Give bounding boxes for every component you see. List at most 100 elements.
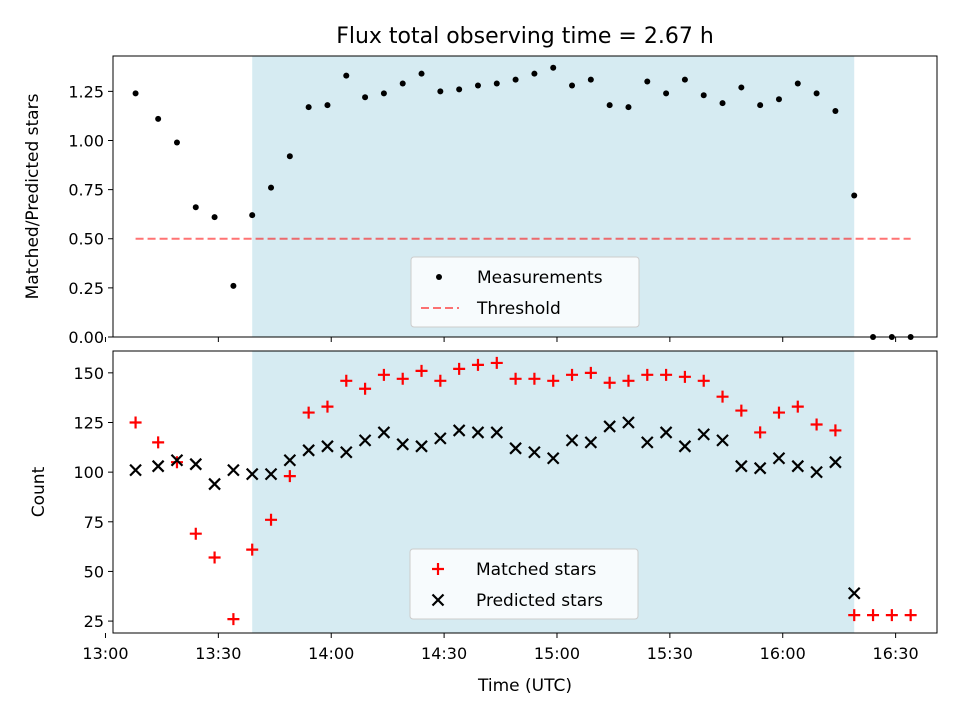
matched-star-point: [396, 372, 409, 385]
measurement-point: [155, 115, 162, 122]
matched-star-point: [189, 527, 202, 540]
y-tick-label: 0.50: [68, 230, 104, 249]
measurement-point: [644, 78, 651, 85]
matched-star-point: [678, 370, 691, 383]
measurement-point: [456, 86, 463, 93]
matched-star-point: [453, 362, 466, 375]
predicted-star-point: [302, 444, 315, 457]
matched-star-point: [359, 382, 372, 395]
predicted-star-point: [434, 432, 447, 445]
matched-star-point: [660, 368, 673, 381]
predicted-star-point: [546, 451, 560, 465]
predicted-star-point: [622, 416, 635, 429]
matched-star-point: [735, 404, 748, 417]
measurement-point: [794, 80, 801, 87]
measurement-point: [681, 76, 688, 83]
measurement-point: [606, 102, 613, 109]
matched-star-point: [528, 372, 541, 385]
measurement-point: [738, 84, 745, 91]
predicted-star-point: [829, 455, 842, 469]
matched-star-point: [754, 426, 767, 439]
measurement-point: [418, 70, 425, 77]
matched-star-point: [415, 364, 428, 377]
predicted-star-point: [753, 461, 767, 475]
matched-star-point: [697, 374, 710, 387]
matched-star-point: [152, 436, 165, 449]
matched-star-point: [772, 406, 785, 419]
measurement-point: [775, 96, 782, 103]
x-tick-label: 14:30: [421, 644, 467, 663]
measurement-point: [362, 94, 369, 101]
measurement-point: [493, 80, 500, 87]
predicted-star-point: [245, 467, 259, 481]
matched-star-point: [509, 372, 522, 385]
predicted-star-point: [129, 463, 142, 477]
ratio-axis-ticks: 0.00 0.25 0.50 0.75 1.00 1.25: [68, 82, 897, 347]
predicted-star-point: [697, 428, 710, 441]
predicted-star-point: [340, 446, 353, 459]
measurement-point: [268, 184, 275, 191]
predicted-star-point: [565, 434, 579, 447]
matched-star-point: [603, 376, 616, 389]
legend-key-measurements: [436, 274, 442, 280]
predicted-star-point: [452, 424, 466, 437]
predicted-star-point: [678, 440, 692, 453]
y-tick-label: 100: [73, 463, 104, 482]
measurement-point: [286, 153, 293, 160]
predicted-star-point: [358, 434, 372, 447]
matched-star-point: [208, 551, 221, 564]
measurement-point: [625, 104, 632, 111]
predicted-star-point: [471, 426, 485, 439]
measurement-point: [550, 64, 557, 71]
matched-star-point: [641, 368, 654, 381]
predicted-star-point: [189, 457, 203, 471]
matched-star-point: [265, 513, 278, 526]
ratio-legend: Measurements Threshold: [410, 256, 640, 328]
legend-label-threshold: Threshold: [476, 299, 561, 319]
x-axis-label: Time (UTC): [477, 676, 572, 696]
measurement-point: [249, 212, 256, 219]
legend-key-predicted-stars: [431, 593, 445, 607]
y-tick-label: 0.25: [68, 279, 104, 298]
count-y-axis-label: Count: [29, 466, 49, 517]
measurement-point: [512, 76, 519, 83]
predicted-star-point: [151, 459, 165, 473]
y-tick-label: 0.00: [68, 328, 104, 347]
measurement-point: [324, 102, 331, 109]
legend-label-measurements: Measurements: [477, 268, 603, 288]
ratio-y-axis-label: Matched/Predicted stars: [23, 93, 43, 299]
matched-star-point: [885, 609, 898, 622]
y-tick-label: 1.00: [68, 131, 104, 150]
matched-star-point: [904, 609, 917, 622]
matched-star-point: [302, 406, 315, 419]
measurement-point: [474, 82, 481, 89]
y-tick-label: 0.75: [68, 181, 104, 200]
predicted-star-point: [377, 426, 391, 439]
matched-star-point: [246, 543, 259, 556]
measurement-point: [192, 204, 199, 211]
matched-star-point: [129, 416, 142, 429]
measurement-point: [663, 90, 670, 97]
matched-star-point: [791, 400, 804, 413]
predicted-star-point: [170, 453, 184, 467]
matched-star-point: [340, 374, 353, 387]
predicted-star-point: [415, 440, 428, 453]
y-tick-label: 25: [84, 612, 104, 631]
measurement-point: [230, 282, 237, 289]
measurement-point: [719, 100, 726, 107]
matched-star-point: [471, 358, 484, 371]
matched-star-point: [283, 470, 296, 483]
ratio-panel: 0.00 0.25 0.50 0.75 1.00 1.25 Matched/Predict…: [23, 55, 938, 347]
measurement-point: [757, 102, 764, 109]
matched-star-point: [622, 374, 635, 387]
measurement-point: [851, 192, 858, 199]
predicted-star-point: [810, 465, 823, 479]
chart-title: Flux total observing time = 2.67 h: [336, 24, 714, 49]
y-tick-label: 125: [73, 413, 104, 432]
measurement-point: [813, 90, 820, 97]
ratio-plot-frame: [112, 55, 938, 338]
measurement-point: [832, 108, 839, 115]
predicted-star-point: [208, 477, 221, 491]
measurement-point: [700, 92, 707, 99]
ratio-legend-frame: [410, 256, 640, 328]
